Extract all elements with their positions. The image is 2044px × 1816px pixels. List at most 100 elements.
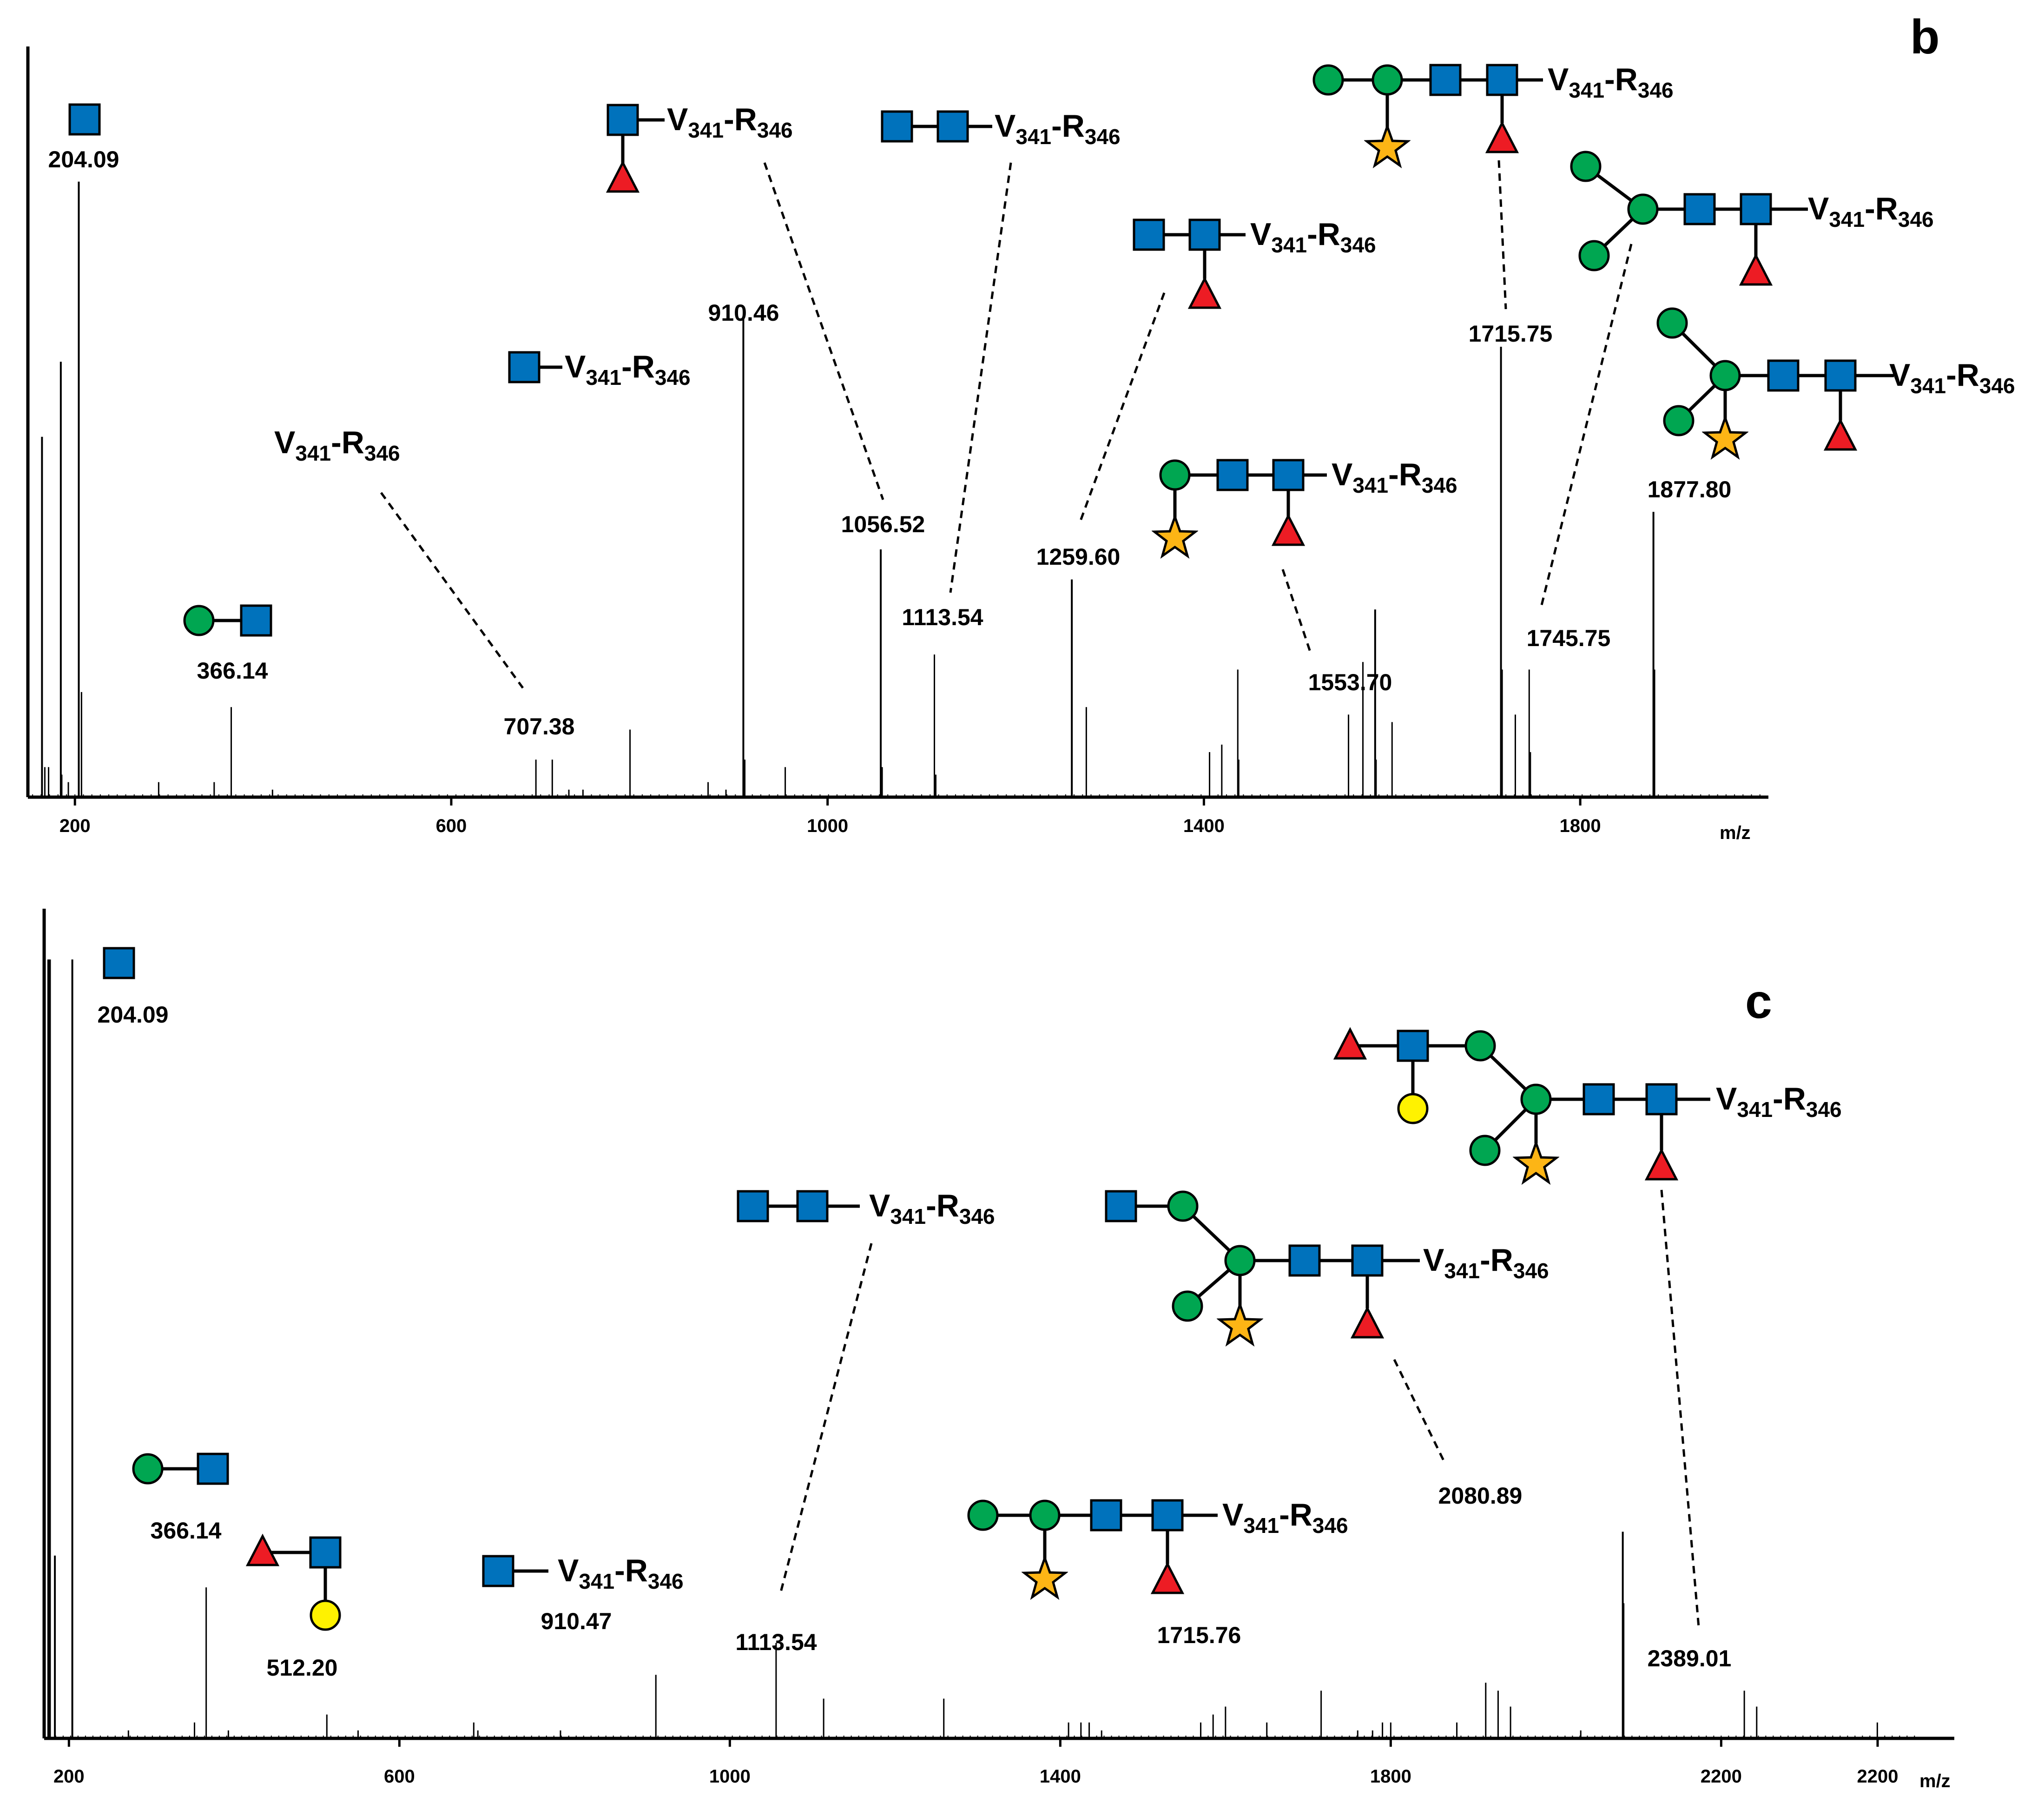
glycopeptide-c-1715: V341-R346 <box>967 1497 1348 1597</box>
x-tick-label: 1400 <box>1183 816 1225 836</box>
x-tick-label: 2200 <box>1857 1766 1899 1787</box>
glycopeptide-b-910: V341-R346 <box>508 349 691 390</box>
hexnac-square-icon <box>1351 1244 1384 1277</box>
hexnac-square-icon <box>1824 359 1857 392</box>
peak-label: 1715.76 <box>1157 1622 1241 1648</box>
peak-label: 512.20 <box>267 1655 338 1681</box>
mannose-circle-icon <box>1172 1290 1203 1322</box>
hexnac-square-icon <box>1397 1030 1429 1062</box>
hexnac-square-icon <box>1090 1499 1122 1532</box>
mannose-circle-icon <box>1656 307 1688 339</box>
fucose-triangle-icon <box>1485 120 1519 153</box>
hexnac-square-icon <box>881 110 913 143</box>
hexnac-square-icon <box>1645 1083 1678 1116</box>
peak-label: 910.47 <box>541 1608 612 1634</box>
peptide-label: V341-R346 <box>1548 62 1674 102</box>
panel-c-peaks <box>47 959 1915 1738</box>
mannose-circle-icon <box>1578 240 1610 271</box>
galactose-circle-icon <box>1397 1093 1429 1124</box>
panel-b-letter: b <box>1910 10 1940 64</box>
peak-label: 1113.54 <box>902 604 983 630</box>
x-tick-label: 1000 <box>709 1766 751 1787</box>
x-tick-label: 200 <box>59 816 91 836</box>
x-tick-label: 1800 <box>1560 816 1601 836</box>
glycan-c-204 <box>103 947 135 979</box>
galactose-circle-icon <box>310 1599 341 1631</box>
panel-b-peak-labels: 204.09 366.14 707.38 910.46 1056.52 1113.54 12… <box>48 146 1732 740</box>
xylose-star-icon <box>1367 126 1408 165</box>
hexnac-square-icon <box>1216 459 1249 491</box>
glycopeptide-b-1056: V341-R346 <box>606 102 793 193</box>
hexnac-square-icon <box>1288 1244 1321 1277</box>
peak-label: 1877.80 <box>1648 476 1732 502</box>
glycopeptide-c-2080: V341-R346 <box>1105 1190 1549 1344</box>
x-tick-label: 600 <box>384 1766 415 1787</box>
mannose-circle-icon <box>183 605 215 636</box>
mannose-circle-icon <box>1167 1190 1199 1222</box>
glycopeptide-c-2389: V341-R346 <box>1333 1027 1842 1182</box>
panel-c-axes <box>42 909 1954 1740</box>
mannose-circle-icon <box>1520 1083 1552 1115</box>
fucose-triangle-icon <box>1150 1561 1185 1594</box>
hexnac-square-icon <box>1105 1190 1137 1222</box>
hexnac-square-icon <box>1582 1083 1615 1116</box>
mannose-circle-icon <box>1709 360 1741 391</box>
peak-label: 2389.01 <box>1648 1645 1732 1671</box>
x-tick-label: 600 <box>436 816 467 836</box>
leader-1715 <box>1497 160 1507 310</box>
x-tick-label: 1400 <box>1040 1766 1081 1787</box>
panel-c-x-axis-label: m/z <box>1919 1771 1951 1791</box>
xylose-star-icon <box>1516 1143 1556 1182</box>
peptide-label: V341-R346 <box>558 1553 684 1593</box>
leader-1745 <box>1539 244 1633 609</box>
glycopeptide-b-1553: V341-R346 <box>1154 457 1457 556</box>
panel-b-peaks <box>32 181 1760 797</box>
leader-1113 <box>949 162 1012 593</box>
leader-1553 <box>1281 569 1312 654</box>
hexnac-square-icon <box>607 104 639 136</box>
glycopeptide-c-910: V341-R346 <box>482 1553 684 1593</box>
fucose-triangle-icon <box>1271 513 1306 546</box>
mannose-circle-icon <box>1469 1135 1501 1166</box>
fucose-triangle-icon <box>1350 1306 1385 1339</box>
leader-1056 <box>763 162 884 500</box>
panel-c-ticks: 200 600 1000 1400 1800 2200 2200 <box>53 1738 1899 1787</box>
x-tick-label: 1800 <box>1370 1766 1411 1787</box>
panel-b-x-axis-label: m/z <box>1720 823 1751 843</box>
x-tick-label: 2200 <box>1701 1766 1742 1787</box>
hexnac-square-icon <box>1133 218 1165 251</box>
mannose-circle-icon <box>1224 1245 1256 1276</box>
leader-1259 <box>1079 292 1166 521</box>
peak-label: 707.38 <box>504 713 575 740</box>
panel-b-axes <box>26 46 1768 799</box>
hexnac-square-icon <box>737 1190 769 1222</box>
peptide-label: V341-R346 <box>1423 1242 1549 1283</box>
peak-label: 1056.52 <box>841 511 925 537</box>
xylose-star-icon <box>1154 517 1195 556</box>
peptide-label: V341-R346 <box>274 425 400 465</box>
peptide-label: V341-R346 <box>1716 1081 1842 1122</box>
glycopeptide-b-1745: V341-R346 <box>1570 151 1934 286</box>
hexnac-square-icon <box>1188 218 1221 251</box>
fucose-triangle-icon <box>1739 253 1773 286</box>
panel-c-leader-lines <box>779 1189 1700 1627</box>
glycan-c-366 <box>132 1453 229 1485</box>
mannose-circle-icon <box>1371 64 1403 96</box>
x-tick-label: 1000 <box>807 816 848 836</box>
glycan-b-204 <box>68 103 101 136</box>
glycopeptide-b-1715: V341-R346 <box>1312 62 1674 165</box>
hexnac-square-icon <box>936 110 969 143</box>
mannose-circle-icon <box>1464 1030 1496 1062</box>
peptide-label: V341-R346 <box>1250 217 1376 257</box>
peptide-label: V341-R346 <box>1889 357 2015 398</box>
peak-label: 1259.60 <box>1036 544 1121 570</box>
glycopeptide-b-707: V341-R346 <box>274 425 400 465</box>
mannose-circle-icon <box>132 1453 164 1485</box>
peak-label: 1715.75 <box>1469 321 1553 347</box>
xylose-star-icon <box>1705 418 1746 457</box>
glycopeptide-b-1877: V341-R346 <box>1656 307 2015 457</box>
peak-label: 366.14 <box>197 658 268 684</box>
hexnac-square-icon <box>240 604 272 637</box>
peak-label: 204.09 <box>98 1002 169 1028</box>
peak-label: 1113.54 <box>735 1629 817 1655</box>
